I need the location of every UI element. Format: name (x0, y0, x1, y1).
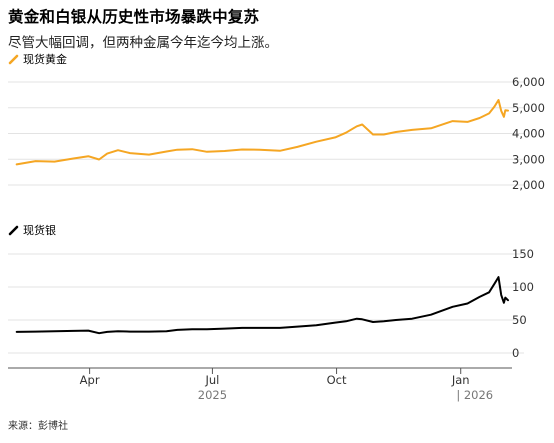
legend-label-silver: 现货银 (23, 223, 56, 237)
legend-swatch-gold (8, 54, 19, 65)
x-year-label-1: | 2026 (456, 388, 493, 402)
y-tick-label-silver-0: 0 (512, 346, 519, 360)
legend-gold: 现货黄金 (8, 52, 67, 66)
series-line-gold (15, 99, 509, 166)
chart-subtitle: 尽管大幅回调，但两种金属今年迄今均上涨。 (8, 35, 278, 51)
y-tick-label-gold-2: 4,000 (512, 127, 545, 141)
legend-label-gold: 现货黄金 (23, 52, 67, 66)
legend-swatch-silver (8, 225, 19, 236)
y-tick-label-silver-2: 100 (512, 280, 534, 294)
gold-panel: 现货黄金 2,000 3,000 4,000 5,000 6,000 (8, 52, 545, 192)
y-tick-label-silver-3: 150 (512, 247, 534, 261)
x-axis: Apr Jul Oct Jan 2025 | 2026 (8, 367, 512, 402)
y-tick-label-gold-4: 6,000 (512, 75, 545, 89)
silver-panel: 现货银 0 50 100 150 (8, 223, 534, 360)
y-tick-label-gold-1: 3,000 (512, 152, 545, 166)
chart-title: 黄金和白银从历史性市场暴跌中复苏 (8, 8, 260, 26)
y-tick-label-gold-3: 5,000 (512, 101, 545, 115)
y-tick-label-silver-1: 50 (512, 313, 527, 327)
x-tick-label-3: Jan (451, 373, 470, 387)
x-tick-label-2: Oct (327, 373, 347, 387)
source-note: 来源：彭博社 (8, 421, 68, 432)
x-year-label-0: 2025 (198, 388, 227, 402)
legend-silver: 现货银 (8, 223, 56, 237)
x-tick-label-1: Jul (204, 373, 219, 387)
y-tick-label-gold-0: 2,000 (512, 178, 545, 192)
x-tick-label-0: Apr (80, 373, 100, 387)
series-line-silver (15, 276, 509, 335)
